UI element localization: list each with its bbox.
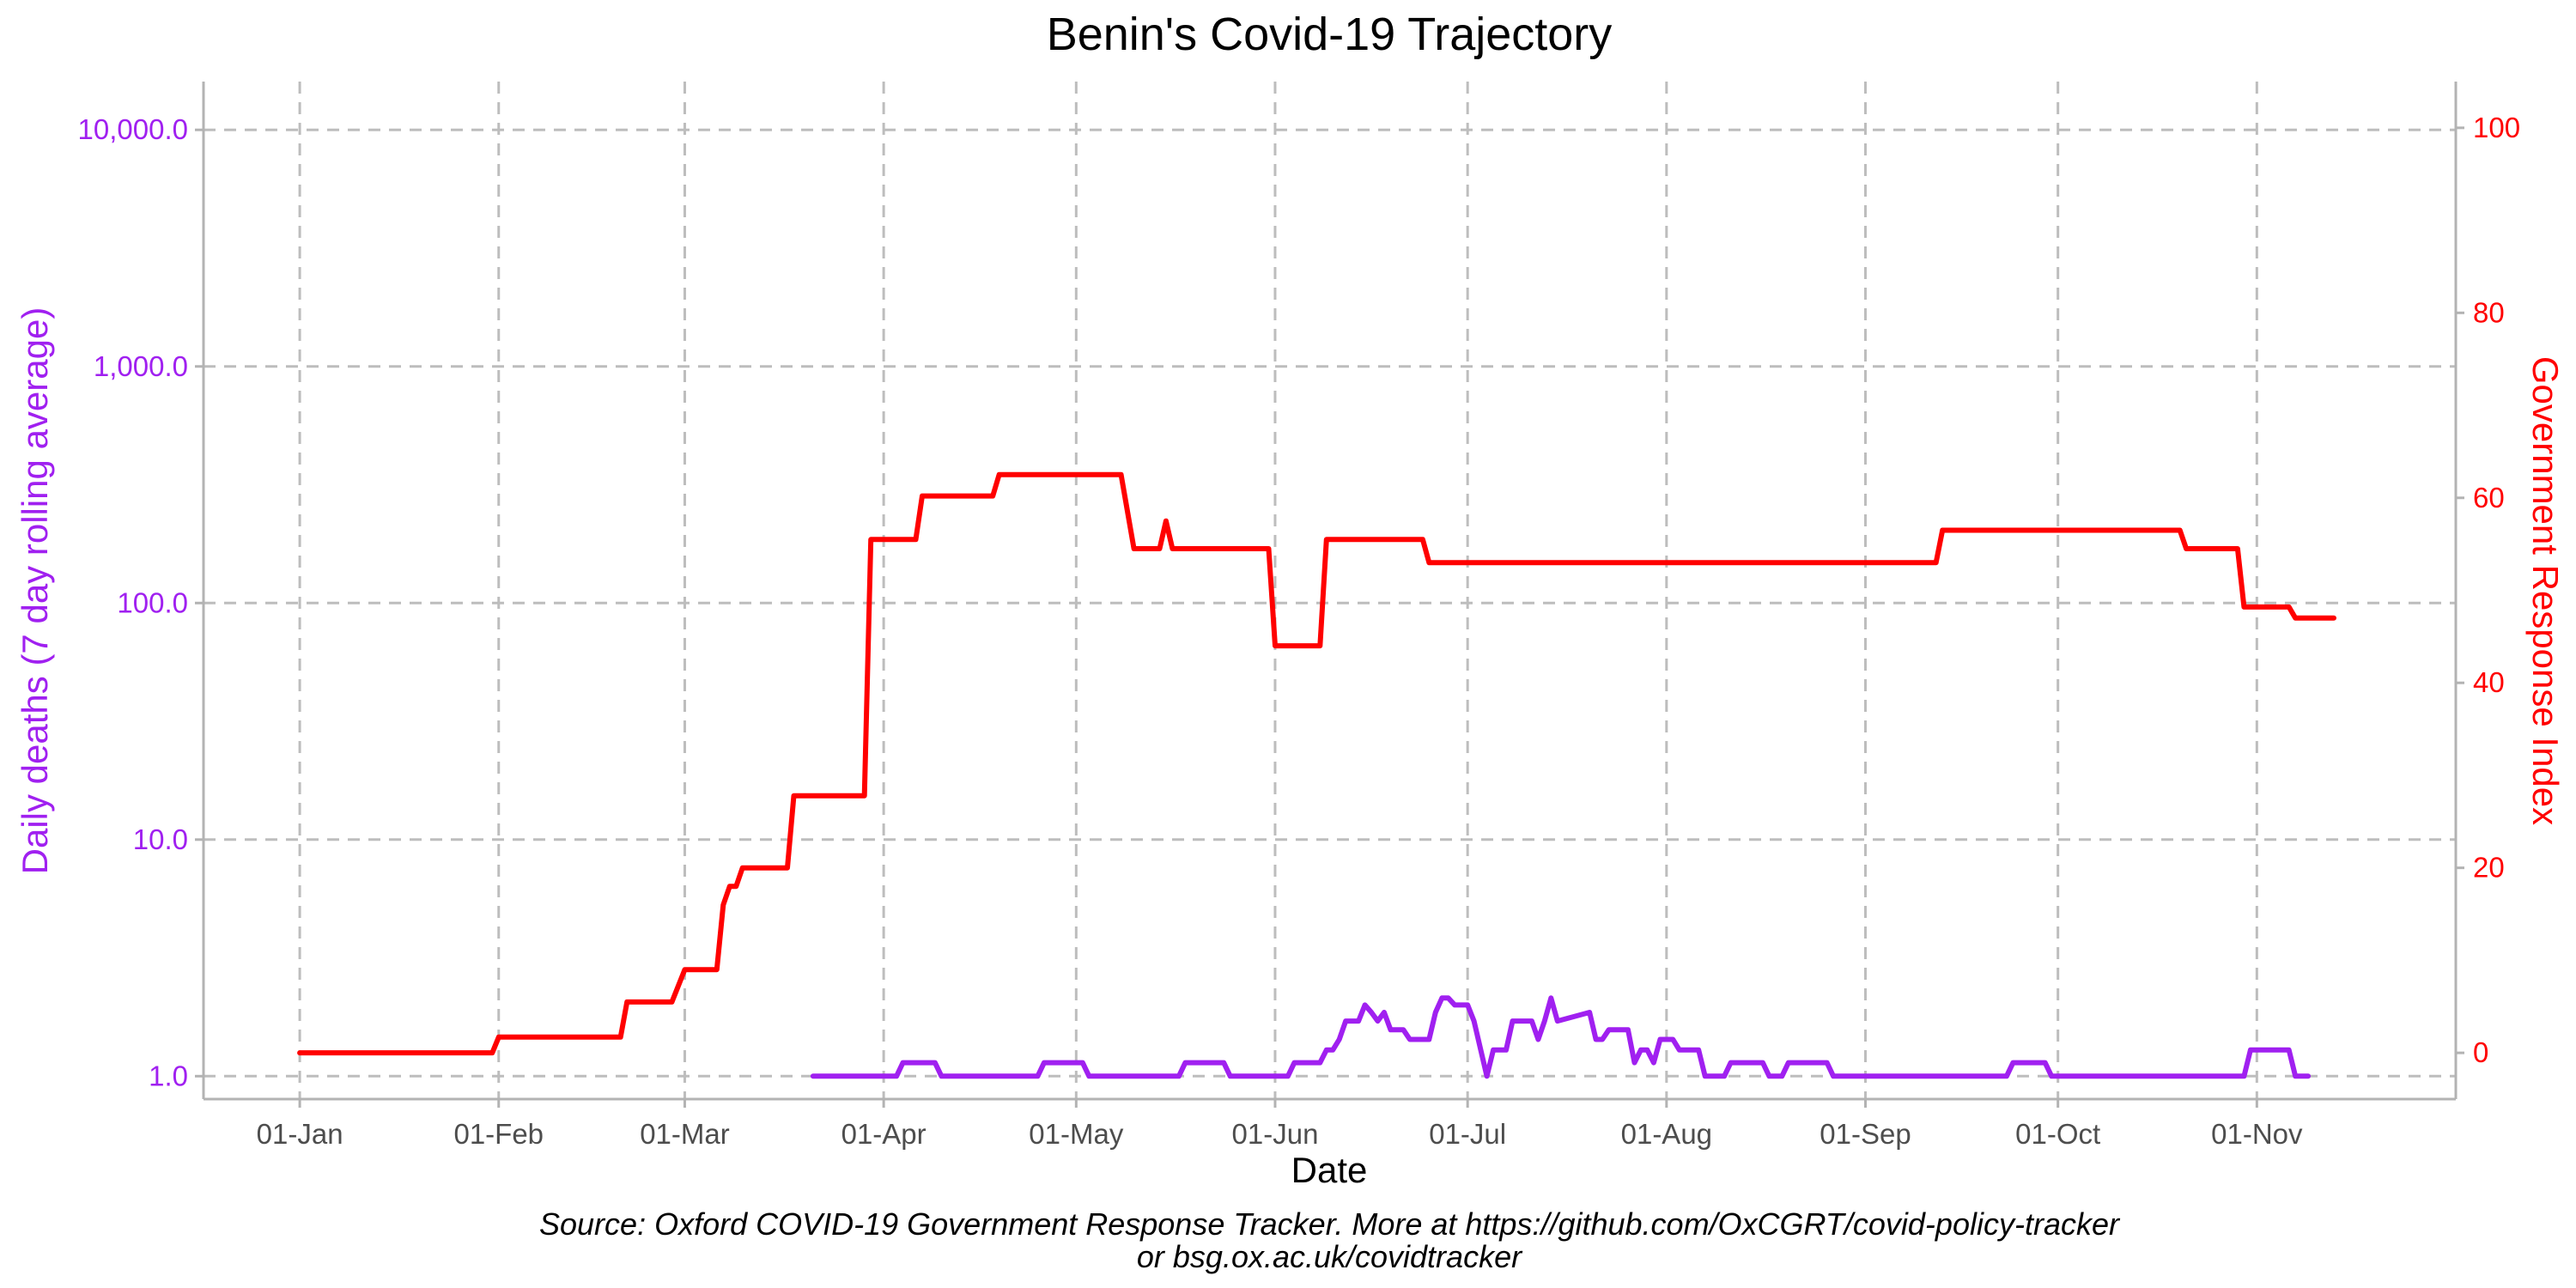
x-tick-label: 01-May	[1029, 1118, 1124, 1150]
x-tick-label: 01-Jun	[1232, 1118, 1319, 1150]
x-axis-title: Date	[1291, 1150, 1368, 1190]
caption-line-1: Source: Oxford COVID-19 Government Respo…	[539, 1206, 2121, 1242]
grid-lines-horizontal	[204, 128, 2456, 1078]
x-tick-label: 01-Apr	[841, 1118, 927, 1150]
right-tick-label: 0	[2473, 1036, 2488, 1068]
left-tick-label: 1,000.0	[94, 350, 188, 382]
right-tick-label: 80	[2473, 296, 2505, 328]
government-response-line	[297, 471, 2336, 1056]
left-axis-ticks: 1.0 10.0 100.0 1,000.0 10,000.0	[78, 113, 204, 1091]
x-tick-label: 01-Aug	[1621, 1118, 1712, 1150]
right-tick-label: 20	[2473, 852, 2505, 884]
x-tick-label: 01-Oct	[2015, 1118, 2100, 1150]
x-tick-label: 01-Jan	[257, 1118, 343, 1150]
right-tick-label: 40	[2473, 666, 2505, 698]
left-tick-label: 10.0	[133, 823, 188, 855]
caption-line-2: or bsg.ox.ac.uk/covidtracker	[1137, 1239, 1523, 1274]
left-tick-label: 100.0	[117, 586, 188, 618]
x-tick-label: 01-Feb	[453, 1118, 544, 1150]
right-axis-ticks: 0 20 40 60 80 100	[2456, 112, 2520, 1068]
right-axis-title: Government Response Index	[2525, 356, 2566, 825]
grid-lines-vertical	[298, 82, 2258, 1099]
x-tick-label: 01-Nov	[2211, 1118, 2303, 1150]
x-tick-label: 01-Mar	[640, 1118, 730, 1150]
chart-title: Benin's Covid-19 Trajectory	[1047, 9, 1613, 60]
daily-deaths-line	[810, 995, 2312, 1079]
x-tick-label: 01-Sep	[1820, 1118, 1911, 1150]
right-tick-label: 100	[2473, 112, 2520, 143]
left-tick-label: 10,000.0	[78, 113, 188, 145]
x-axis-ticks: 01-Jan 01-Feb 01-Mar 01-Apr 01-May 01-Jun 01-J…	[257, 1099, 2303, 1150]
left-axis-title: Daily deaths (7 day rolling average)	[15, 307, 55, 875]
series-lines	[297, 471, 2336, 1079]
x-tick-label: 01-Jul	[1429, 1118, 1506, 1150]
left-tick-label: 1.0	[149, 1060, 188, 1091]
right-tick-label: 60	[2473, 482, 2505, 513]
